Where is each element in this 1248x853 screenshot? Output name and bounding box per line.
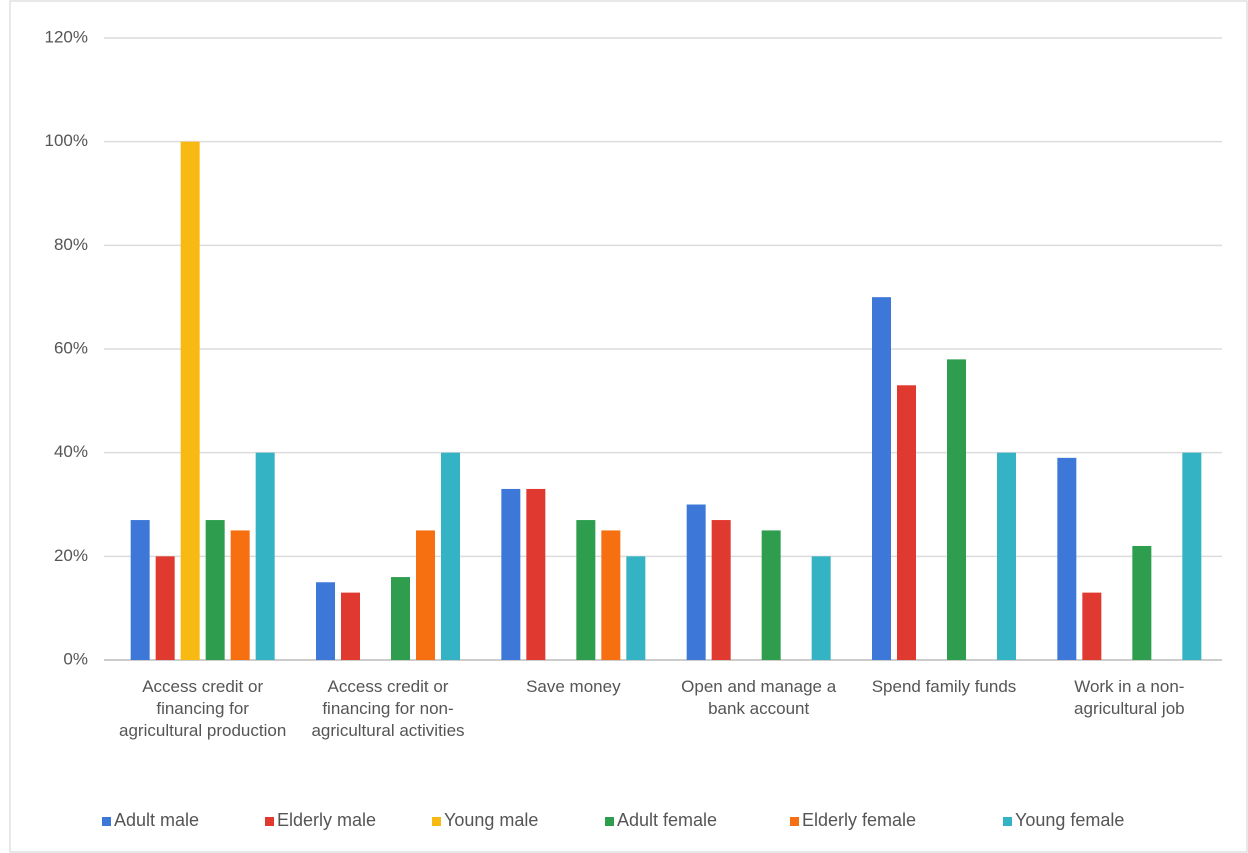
legend-swatch [1003, 816, 1012, 826]
bar [526, 488, 546, 660]
x-tick-label: Work in a non-agricultural job [1074, 677, 1185, 718]
legend-item: Young male [432, 810, 538, 831]
bar [230, 530, 250, 660]
bar [205, 520, 225, 660]
legend-label: Young male [444, 810, 539, 830]
y-tick-label: 120% [45, 27, 88, 46]
bar [255, 452, 275, 660]
bar [601, 530, 621, 660]
legend-swatch [102, 816, 111, 826]
bar [416, 530, 435, 660]
legend-label: Young female [1015, 810, 1125, 830]
legend-swatch [605, 816, 614, 826]
y-tick-label: 20% [54, 546, 88, 565]
y-tick-label: 100% [45, 131, 88, 150]
y-tick-label: 0% [63, 649, 88, 668]
x-tick-label: Save money [526, 677, 621, 696]
bar [1057, 457, 1077, 660]
x-tick-label: Access credit or financing for agricultu… [119, 677, 287, 740]
y-tick-label: 40% [54, 442, 88, 461]
legend-item: Adult female [605, 810, 717, 831]
bar [761, 530, 781, 660]
bar [1182, 452, 1202, 660]
y-tick-label: 80% [54, 235, 88, 254]
legend-item: Adult male [102, 810, 199, 831]
legend-item: Elderly female [790, 810, 916, 831]
bar [391, 577, 410, 660]
bar [811, 556, 831, 660]
bar [576, 520, 596, 660]
bar [501, 488, 521, 660]
legend-label: Adult male [114, 810, 200, 830]
legend-swatch [265, 816, 274, 826]
legend-swatch [432, 816, 441, 826]
bar [316, 582, 335, 660]
bar [872, 297, 891, 660]
bar [947, 359, 966, 660]
legend-item: Young female [1003, 810, 1124, 831]
bar [897, 385, 916, 660]
y-tick-label: 60% [54, 338, 88, 357]
legend-label: Elderly female [802, 810, 917, 830]
bar [686, 504, 706, 660]
chart-border [9, 0, 1248, 853]
bar [155, 556, 175, 660]
x-tick-label: Open and manage a bank account [681, 677, 837, 718]
legend-label: Adult female [617, 810, 718, 830]
bar [1082, 592, 1102, 660]
bar [997, 452, 1016, 660]
legend-swatch [790, 816, 799, 826]
bar [130, 520, 150, 660]
bar [1132, 545, 1152, 660]
legend-item: Elderly male [265, 810, 376, 831]
bar [626, 556, 646, 660]
bar [341, 592, 360, 660]
x-tick-label: Spend family funds [871, 677, 1017, 696]
bar [711, 520, 731, 660]
legend-label: Elderly male [277, 810, 377, 830]
bar [441, 452, 460, 660]
bar [180, 141, 200, 660]
x-tick-label: Access credit or financing for non-agric… [311, 677, 465, 740]
